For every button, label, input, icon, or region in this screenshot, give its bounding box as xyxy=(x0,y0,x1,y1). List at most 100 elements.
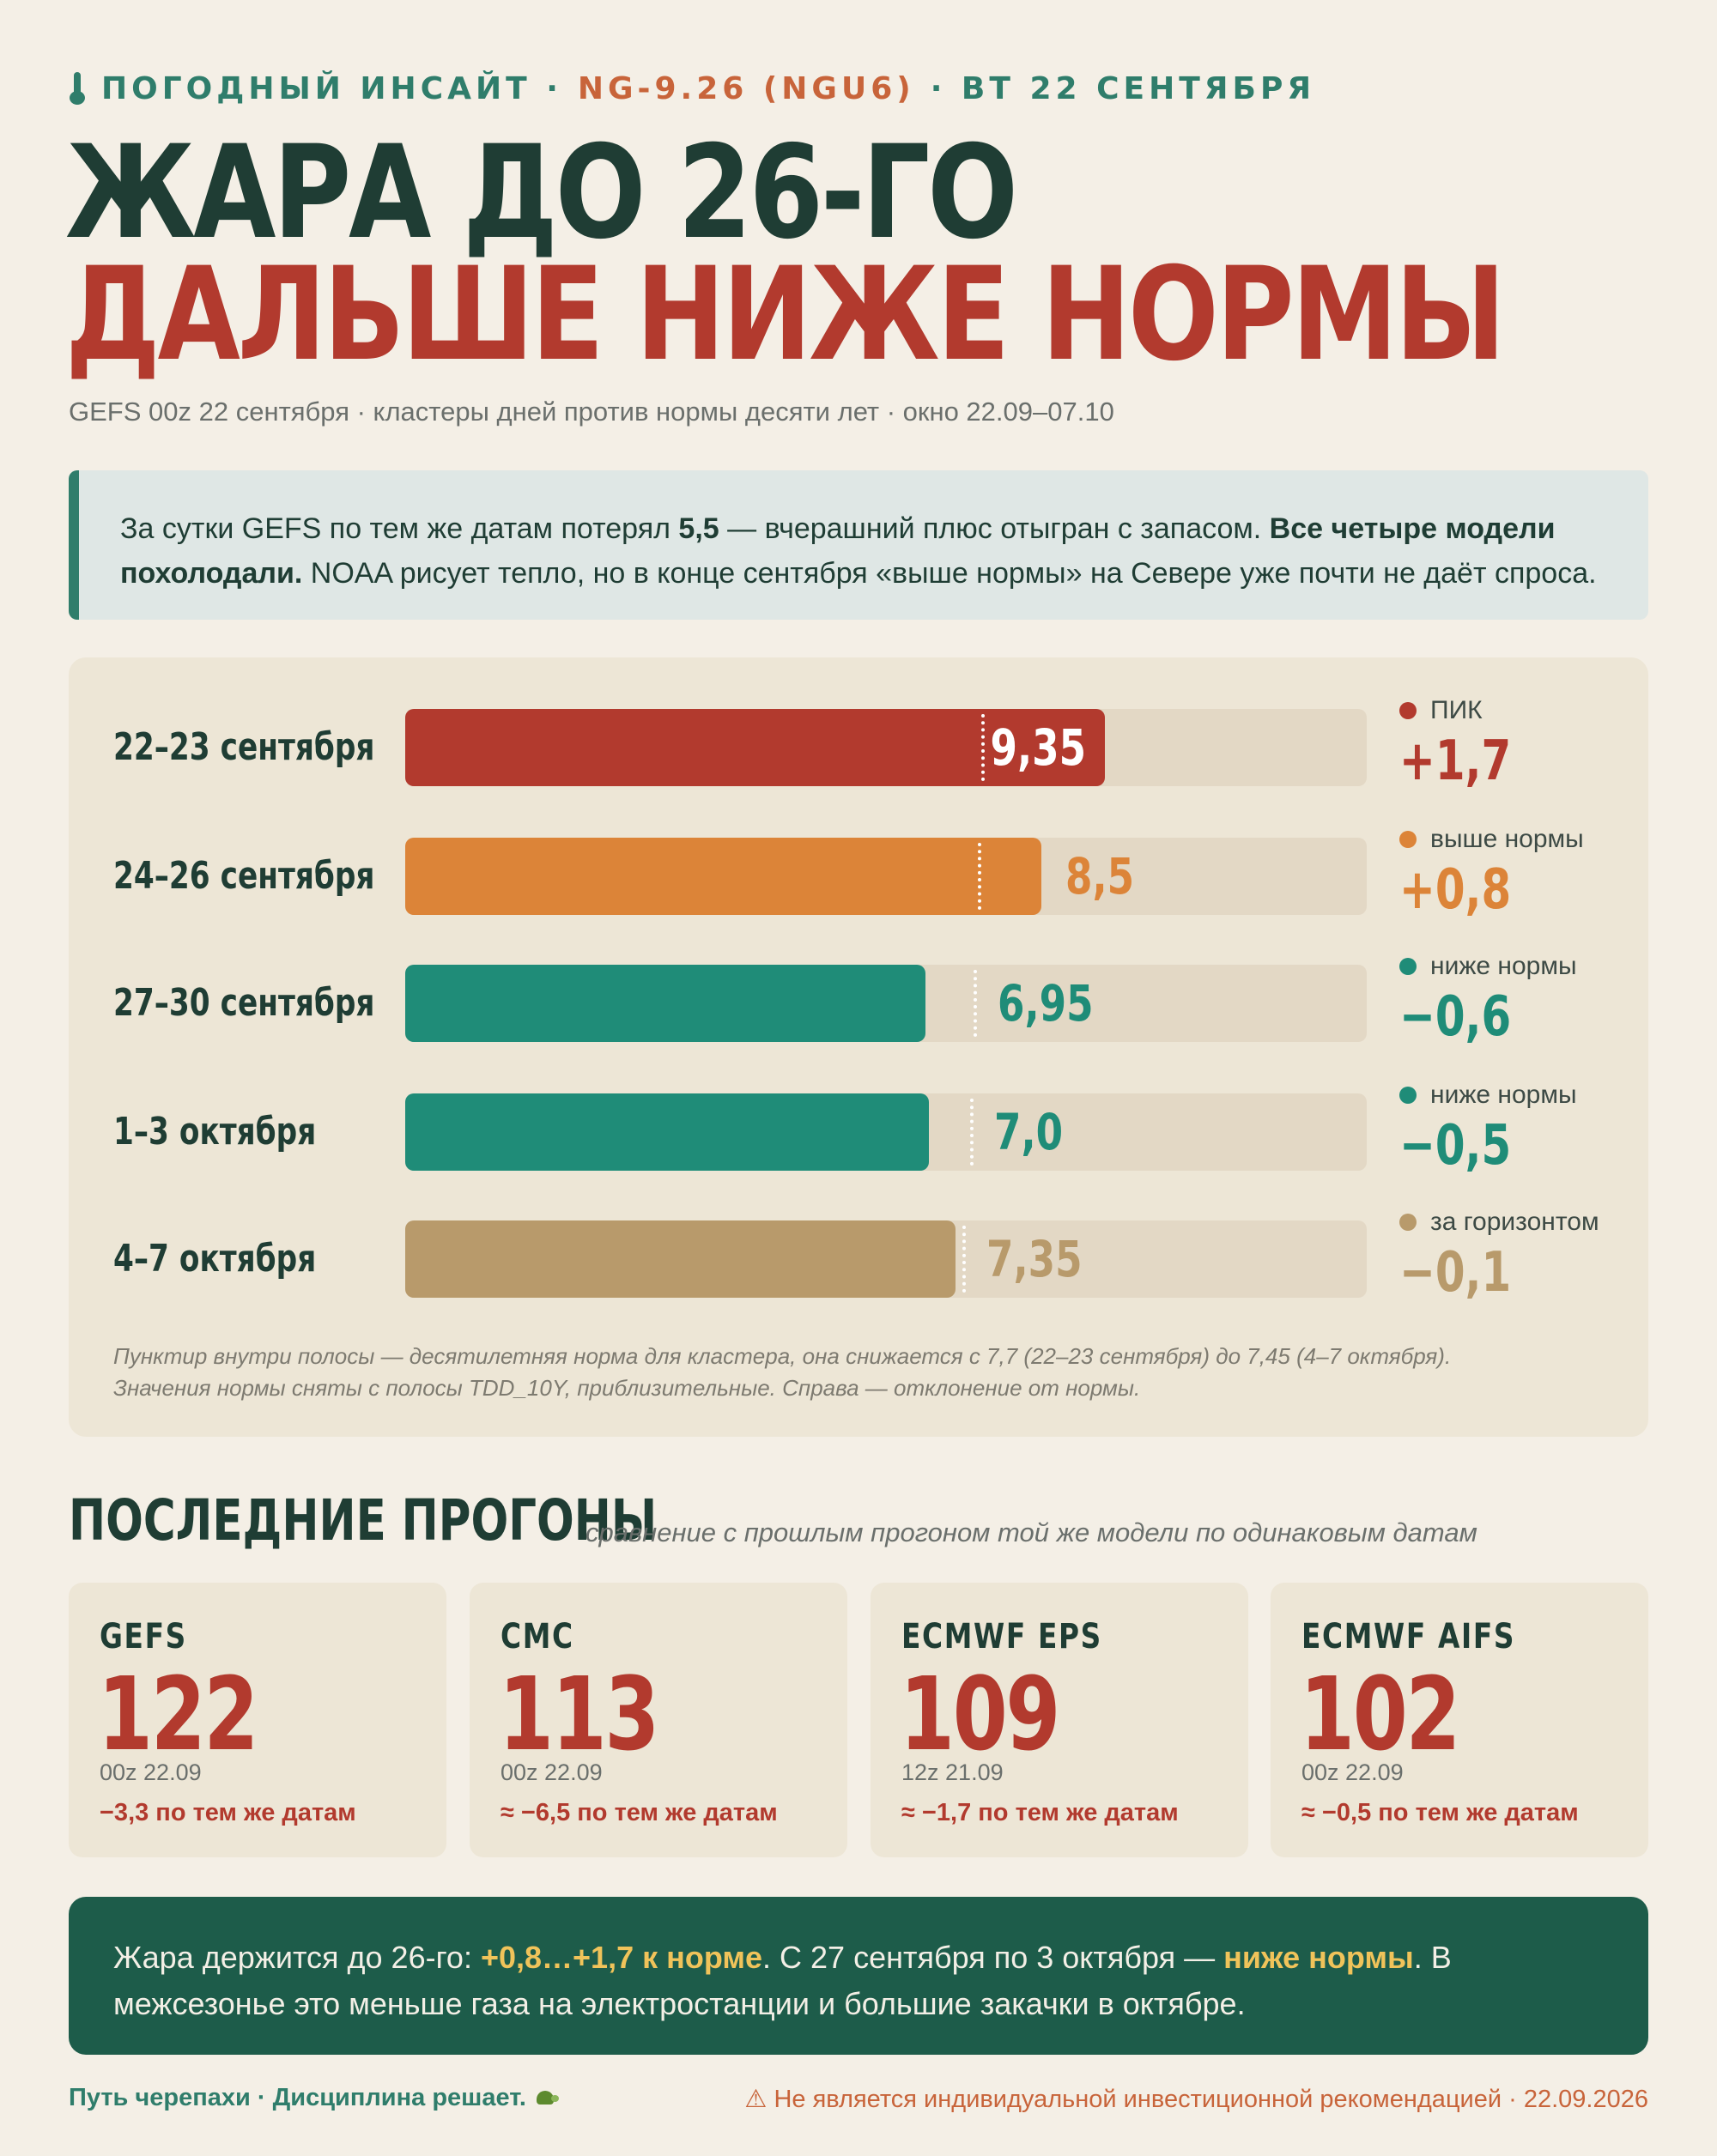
status-dot-icon xyxy=(1399,958,1417,975)
chart-note: Пунктир внутри полосы — десятилетняя нор… xyxy=(113,1341,1607,1404)
bar-track: 7,0 xyxy=(405,1093,1367,1171)
bar xyxy=(405,838,1041,915)
bar-row: 22–23 сентября 9,35 ПИК +1,7 xyxy=(69,696,1648,793)
callout-text-3: NOAA рисует тепло, но в конце сентября «… xyxy=(302,557,1597,590)
value-label: 8,5 xyxy=(1065,847,1135,905)
model-card-ecmwf-aifs: ECMWF AIFS 102 00z 22.09 ≈ −0,5 по тем ж… xyxy=(1271,1583,1648,1857)
bar-row: 4–7 октября 7,35 за горизонтом −0,1 xyxy=(69,1208,1648,1305)
card-delta: ≈ −1,7 по тем же датам xyxy=(901,1799,1179,1826)
bar-row: 24–26 сентября 8,5 выше нормы +0,8 xyxy=(69,825,1648,922)
card-delta: ≈ −6,5 по тем же датам xyxy=(501,1799,778,1826)
model-card-ecmwf-eps: ECMWF EPS 109 12z 21.09 ≈ −1,7 по тем же… xyxy=(871,1583,1248,1857)
card-model: ECMWF AIFS xyxy=(1301,1617,1516,1656)
footer-left: Путь черепахи · Дисциплина решает. xyxy=(69,2084,559,2112)
card-value: 102 xyxy=(1300,1655,1460,1773)
deviation-value: −0,1 xyxy=(1399,1241,1512,1305)
category-label: 22–23 сентября xyxy=(113,725,375,769)
bar xyxy=(405,1093,929,1171)
footer-disclaimer: ⚠ Не является индивидуальной инвестицион… xyxy=(744,2086,1648,2113)
chart-note-line-1: Пунктир внутри полосы — десятилетняя нор… xyxy=(113,1343,1452,1369)
category-label: 24–26 сентября xyxy=(113,854,375,898)
deviation-block: ПИК +1,7 xyxy=(1399,693,1640,795)
conclusion-highlight-1: +0,8…+1,7 к норме xyxy=(480,1940,763,1975)
deviation-value: −0,6 xyxy=(1399,985,1512,1049)
value-label: 9,35 xyxy=(990,718,1086,777)
runs-title: ПОСЛЕДНИЕ ПРОГОНЫ xyxy=(69,1487,658,1553)
callout-bold-2: Все четыре модели похолодали. xyxy=(120,512,1556,590)
subtitle: GEFS 00z 22 сентября · кластеры дней про… xyxy=(69,397,1114,427)
category-label: 4–7 октября xyxy=(113,1237,317,1281)
bar-row: 1–3 октября 7,0 ниже нормы −0,5 xyxy=(69,1081,1648,1178)
status-text: ниже нормы xyxy=(1430,952,1577,980)
status-label: ниже нормы xyxy=(1399,949,1640,984)
conclusion-text-2: . С 27 сентября по 3 октября — xyxy=(762,1940,1224,1975)
status-text: ниже нормы xyxy=(1430,1081,1577,1109)
norm-marker xyxy=(970,1099,974,1166)
status-text: выше нормы xyxy=(1430,825,1584,853)
callout-text-2: — вчерашний плюс отыгран с запасом. xyxy=(719,512,1270,545)
callout-bold-1: 5,5 xyxy=(678,512,719,545)
runs-subtitle: сравнение с прошлым прогоном той же моде… xyxy=(585,1517,1477,1547)
bar-track: 8,5 xyxy=(405,838,1367,915)
norm-marker xyxy=(981,714,985,781)
kicker-prefix: ПОГОДНЫЙ ИНСАЙТ · xyxy=(101,70,562,106)
value-label: 6,95 xyxy=(998,974,1094,1033)
conclusion-text-3: . В межсезонье это меньше газа на электр… xyxy=(113,1940,1452,2021)
value-label: 7,35 xyxy=(986,1230,1083,1288)
status-dot-icon xyxy=(1399,702,1417,719)
model-card-cmc: CMC 113 00z 22.09 ≈ −6,5 по тем же датам xyxy=(470,1583,847,1857)
status-label: выше нормы xyxy=(1399,822,1640,857)
card-value: 122 xyxy=(98,1655,258,1773)
card-run: 12z 21.09 xyxy=(901,1759,1004,1785)
kicker-date: · ВТ 22 СЕНТЯБРЯ xyxy=(930,70,1316,106)
status-text: за горизонтом xyxy=(1430,1208,1599,1236)
value-label: 7,0 xyxy=(994,1103,1064,1161)
chart-note-line-2: Значения нормы сняты с полосы TDD_10Y, п… xyxy=(113,1375,1141,1401)
deviation-value: +0,8 xyxy=(1399,858,1512,922)
thermometer-icon xyxy=(69,72,86,105)
card-run: 00z 22.09 xyxy=(1301,1759,1404,1785)
turtle-icon xyxy=(533,2089,559,2108)
conclusion-highlight-2: ниже нормы xyxy=(1223,1940,1414,1975)
deviation-block: ниже нормы −0,5 xyxy=(1399,1078,1640,1179)
status-dot-icon xyxy=(1399,1214,1417,1231)
deviation-block: ниже нормы −0,6 xyxy=(1399,949,1640,1051)
bar-track: 6,95 xyxy=(405,965,1367,1042)
kicker-ticker: NG-9.26 (NGU6) xyxy=(577,70,915,106)
card-run: 00z 22.09 xyxy=(501,1759,603,1785)
chart-panel: Пунктир внутри полосы — десятилетняя нор… xyxy=(69,657,1648,1437)
deviation-block: выше нормы +0,8 xyxy=(1399,822,1640,924)
status-label: ПИК xyxy=(1399,693,1640,728)
bar-track: 7,35 xyxy=(405,1220,1367,1298)
title-line-2: ДАЛЬШЕ НИЖЕ НОРМЫ xyxy=(65,240,1506,390)
kicker: ПОГОДНЫЙ ИНСАЙТ · NG-9.26 (NGU6) · ВТ 22… xyxy=(69,67,1315,110)
status-dot-icon xyxy=(1399,1087,1417,1104)
bar xyxy=(405,965,925,1042)
card-model: CMC xyxy=(501,1617,574,1656)
bar-track: 9,35 xyxy=(405,709,1367,786)
deviation-value: −0,5 xyxy=(1399,1114,1512,1178)
footer-motto: Путь черепахи · Дисциплина решает. xyxy=(69,2084,526,2111)
deviation-block: за горизонтом −0,1 xyxy=(1399,1205,1640,1306)
card-delta: ≈ −0,5 по тем же датам xyxy=(1301,1799,1579,1826)
card-model: GEFS xyxy=(100,1617,187,1656)
card-value: 113 xyxy=(499,1655,659,1773)
category-label: 1–3 октября xyxy=(113,1110,317,1154)
status-dot-icon xyxy=(1399,831,1417,848)
bar-row: 27–30 сентября 6,95 ниже нормы −0,6 xyxy=(69,952,1648,1049)
norm-marker xyxy=(978,843,981,910)
conclusion-text-1: Жара держится до 26-го: xyxy=(113,1940,481,1975)
card-delta: −3,3 по тем же датам xyxy=(100,1799,356,1826)
callout-text-1: За сутки GEFS по тем же датам потерял xyxy=(120,512,679,545)
card-run: 00z 22.09 xyxy=(100,1759,202,1785)
deviation-value: +1,7 xyxy=(1399,730,1512,793)
norm-marker xyxy=(962,1226,966,1293)
model-card-gefs: GEFS 122 00z 22.09 −3,3 по тем же датам xyxy=(69,1583,446,1857)
status-label: ниже нормы xyxy=(1399,1078,1640,1112)
summary-callout: За сутки GEFS по тем же датам потерял 5,… xyxy=(69,470,1648,620)
status-label: за горизонтом xyxy=(1399,1205,1640,1239)
category-label: 27–30 сентября xyxy=(113,981,375,1025)
card-model: ECMWF EPS xyxy=(901,1617,1102,1656)
bar xyxy=(405,709,1105,786)
title-line-1: ЖАРА ДО 26-ГО xyxy=(65,118,1018,268)
